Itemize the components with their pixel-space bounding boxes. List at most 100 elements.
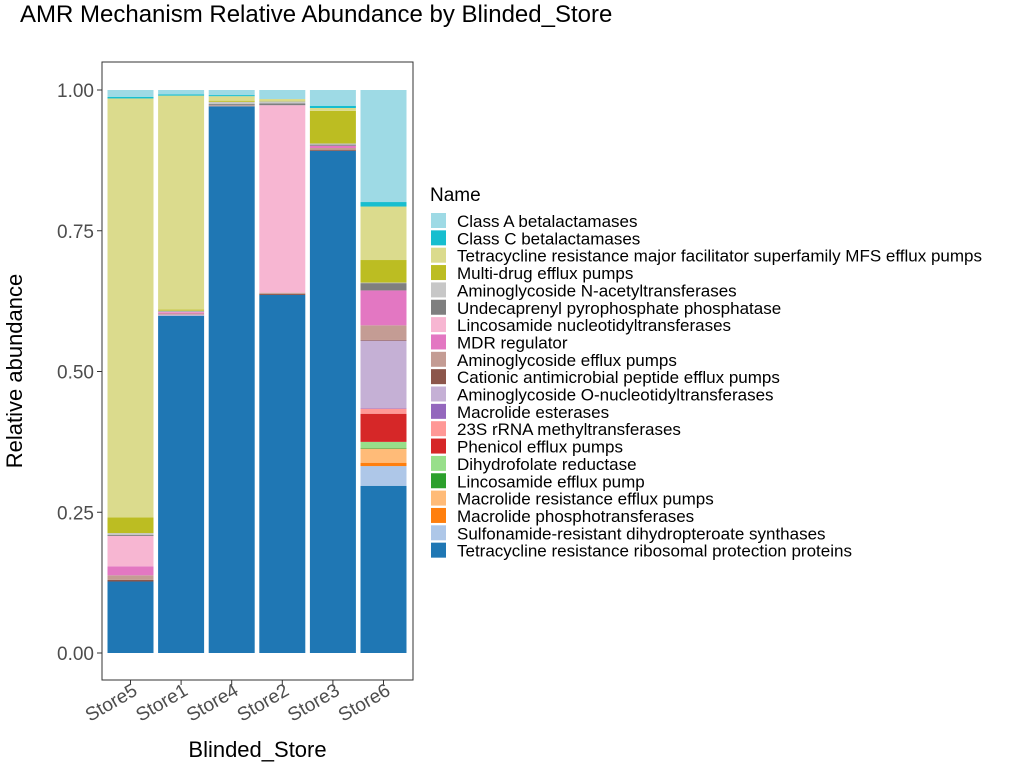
x-tick-label: Store1 (133, 680, 192, 726)
bar-segment-store6-5 (360, 441, 407, 449)
bar-segment-store3-10 (309, 149, 356, 151)
bar-segment-store6-4 (360, 448, 407, 449)
legend-key (431, 351, 446, 367)
bar-segment-store6-17 (360, 206, 407, 261)
bar-segment-store3-11 (309, 147, 356, 150)
bar-segment-store6-15 (360, 282, 407, 284)
bar-segment-store3-16 (309, 110, 356, 144)
x-axis-label: Blinded_Store (188, 737, 326, 762)
bar-segment-store2-16 (259, 100, 306, 102)
bar-segment-store2-15 (259, 101, 306, 104)
bar-segment-store1-18 (158, 94, 205, 96)
bar-segment-store2-14 (259, 103, 306, 106)
legend-key (431, 282, 446, 298)
legend-label: Aminoglycoside efflux pumps (457, 351, 677, 370)
legend-key (431, 490, 446, 506)
legend-label: Lincosamide nucleotidyltransferases (457, 316, 731, 335)
bar-segment-store5-13 (107, 535, 154, 567)
bar-segment-store2-10 (259, 293, 306, 295)
bar-segment-store2-0 (259, 294, 306, 653)
bar-segment-store3-19 (309, 90, 356, 106)
legend-key (431, 473, 446, 489)
chart-title: AMR Mechanism Relative Abundance by Blin… (20, 1, 612, 28)
bar-segment-store4-19 (208, 90, 255, 96)
plot-area (107, 90, 407, 654)
bar-segment-store5-17 (107, 98, 154, 518)
legend-key (431, 507, 446, 523)
x-tick-label: Store6 (335, 680, 394, 726)
legend-key (431, 525, 446, 541)
bar-segment-store6-6 (360, 413, 407, 442)
legend-label: Macrolide phosphotransferases (457, 507, 694, 526)
bar-segment-store3-18 (309, 105, 356, 109)
bar-segment-store4-11 (208, 105, 255, 107)
bar-segment-store2-13 (259, 105, 306, 293)
legend-label: Sulfonamide-resistant dihydropteroate sy… (457, 524, 826, 543)
x-tick-label: Store2 (234, 680, 293, 726)
y-tick-label: 0.00 (57, 644, 94, 665)
y-axis-label: Relative abundance (2, 274, 27, 468)
legend-label: Macrolide esterases (457, 403, 609, 422)
bar-segment-store5-0 (107, 581, 154, 653)
bar-segment-store1-9 (158, 314, 205, 316)
y-tick-label: 1.00 (57, 81, 94, 102)
y-tick-label: 0.75 (57, 222, 94, 243)
bar-segment-store3-17 (309, 108, 356, 111)
bar-segment-store2-19 (259, 90, 306, 100)
legend-label: 23S rRNA methyltransferases (457, 420, 681, 439)
bar-segment-store2-11 (259, 292, 306, 294)
legend-key (431, 317, 446, 333)
bar-segment-store4-15 (208, 101, 255, 105)
legend-key (431, 213, 446, 228)
legend-key (431, 369, 446, 385)
legend-label: MDR regulator (457, 333, 568, 352)
legend-title: Name (430, 185, 481, 206)
x-tick-label: Store3 (284, 680, 343, 726)
bar-segment-store6-8 (360, 408, 407, 409)
bar-segment-store6-18 (360, 202, 407, 207)
bar-segment-store6-19 (360, 90, 407, 203)
bar-segment-store6-14 (360, 283, 407, 291)
x-tick-label: Store5 (82, 680, 141, 726)
bar-segment-store6-2 (360, 462, 407, 467)
legend-label: Class C betalactamases (457, 229, 640, 248)
legend-key (431, 265, 446, 281)
bar-segment-store3-14 (309, 144, 356, 146)
legend-key (431, 455, 446, 471)
legend-label: Aminoglycoside O-nucleotidyltransferases (457, 386, 774, 405)
bar-segment-store1-11 (158, 313, 205, 315)
bar-segment-store1-16 (158, 309, 205, 311)
bar-segment-store6-3 (360, 448, 407, 463)
bar-segment-store6-10 (360, 339, 407, 341)
bar-segment-store3-15 (309, 143, 356, 145)
bar-segment-store5-14 (107, 534, 154, 536)
legend-label: Macrolide resistance efflux pumps (457, 490, 714, 509)
bar-segment-store5-10 (107, 579, 154, 582)
bar-segment-store6-12 (360, 290, 407, 326)
bar-segment-store5-15 (107, 533, 154, 535)
y-tick-label: 0.50 (57, 363, 94, 384)
bar-segment-store4-14 (208, 104, 255, 106)
legend-key (431, 334, 446, 350)
bar-segment-store1-12 (158, 312, 205, 314)
bar-segment-store4-17 (208, 96, 255, 101)
legend-key (431, 230, 446, 246)
bar-segment-store1-15 (158, 310, 205, 312)
legend-label: Dihydrofolate reductase (457, 455, 637, 474)
bar-segment-store1-0 (158, 315, 205, 653)
legend-label: Phenicol efflux pumps (457, 438, 623, 457)
bar-segment-store6-11 (360, 325, 407, 340)
bar-segment-store5-11 (107, 575, 154, 580)
bar-segment-store4-0 (208, 106, 255, 653)
legend-label: Class A betalactamases (457, 212, 637, 231)
bar-segment-store1-14 (158, 311, 205, 312)
legend-key (431, 438, 446, 454)
legend-key (431, 247, 446, 263)
legend-key (431, 386, 446, 402)
bar-segment-store4-18 (208, 95, 255, 97)
legend-label: Tetracycline resistance ribosomal protec… (457, 542, 852, 561)
bar-segment-store5-18 (107, 96, 154, 99)
bar-segment-store2-17 (259, 99, 306, 101)
legend-label: Aminoglycoside N-acetyltransferases (457, 281, 737, 300)
bar-segment-store6-0 (360, 485, 407, 653)
